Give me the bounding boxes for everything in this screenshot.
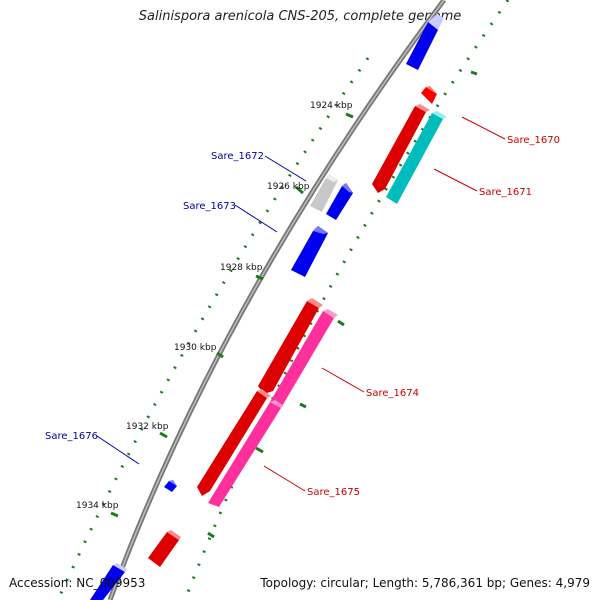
scale-label-1930: 1930 kbp: [174, 343, 217, 353]
gene-sare-1673a[interactable]: [326, 183, 353, 220]
genome-summary: Topology: circular; Length: 5,786,361 bp…: [260, 576, 590, 590]
scale-label-1924: 1924 kbp: [310, 101, 353, 111]
genome-backbone: [107, 0, 447, 600]
gene-sare-1668[interactable]: [406, 14, 444, 70]
gene-label-sare-1676[interactable]: Sare_1676: [45, 431, 98, 442]
gene-sare-1675[interactable]: [208, 400, 284, 507]
gene-sare-1674-red[interactable]: [258, 298, 323, 394]
gene-label-sare-1670[interactable]: Sare_1670: [507, 135, 560, 146]
gene-sare-1677[interactable]: [148, 530, 181, 567]
gene-label-sare-1675[interactable]: Sare_1675: [307, 487, 360, 498]
scale-labels: 1924 kbp 1926 kbp 1928 kbp 1930 kbp 1932…: [76, 101, 353, 511]
gene-sare-1678[interactable]: [90, 563, 127, 600]
gene-sare-1670[interactable]: [372, 104, 430, 193]
gene-sare-1672[interactable]: [310, 174, 338, 212]
scale-label-1928: 1928 kbp: [220, 263, 263, 273]
gene-label-sare-1673[interactable]: Sare_1673: [183, 201, 236, 212]
gene-label-sare-1674[interactable]: Sare_1674: [366, 388, 419, 399]
scale-label-1932: 1932 kbp: [126, 422, 169, 432]
gene-sare-1671[interactable]: [386, 111, 447, 204]
scale-label-1926: 1926 kbp: [267, 182, 310, 192]
gene-sare-1669[interactable]: [421, 86, 437, 104]
gene-sare-1675-red[interactable]: [197, 389, 271, 496]
outer-tick-track: [183, 0, 510, 600]
gene-sare-1674[interactable]: [270, 309, 338, 408]
accession-label: Accession: NC_009953: [9, 576, 146, 590]
map-title: Salinispora arenicola CNS-205, complete …: [138, 9, 462, 24]
gene-labels: Sare_1670 Sare_1671 Sare_1672 Sare_1673 …: [45, 135, 560, 498]
label-leaders: [96, 116, 506, 492]
gene-label-sare-1672[interactable]: Sare_1672: [211, 151, 264, 162]
gene-label-sare-1671[interactable]: Sare_1671: [479, 187, 532, 198]
gene-sare-1676[interactable]: [164, 480, 177, 492]
scale-label-1934: 1934 kbp: [76, 501, 119, 511]
gene-sare-1673[interactable]: [291, 226, 328, 277]
